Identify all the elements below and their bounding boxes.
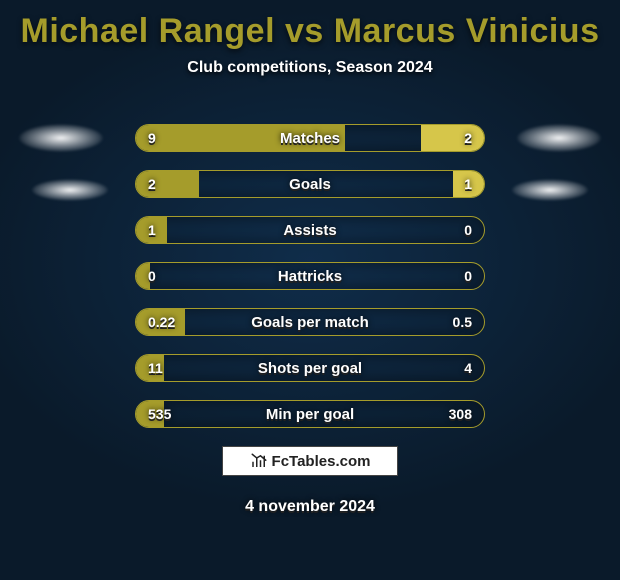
stat-row: Min per goal 535 308 bbox=[135, 400, 485, 428]
stat-label: Goals per match bbox=[251, 314, 369, 331]
stat-row: Hattricks 0 0 bbox=[135, 262, 485, 290]
stat-value-left: 2 bbox=[148, 176, 156, 192]
watermark-text: FcTables.com bbox=[272, 453, 371, 470]
stat-value-right: 2 bbox=[464, 130, 472, 146]
player-logo-shadow-right bbox=[500, 176, 600, 204]
stat-value-right: 1 bbox=[464, 176, 472, 192]
chart-icon bbox=[250, 452, 268, 470]
stat-bar-right bbox=[421, 125, 484, 151]
stat-label: Min per goal bbox=[266, 406, 354, 423]
stat-row: Shots per goal 11 4 bbox=[135, 354, 485, 382]
comparison-infographic: Michael Rangel vs Marcus Vinicius Club c… bbox=[0, 0, 620, 580]
stat-label: Matches bbox=[280, 130, 340, 147]
stat-value-right: 308 bbox=[449, 406, 472, 422]
stats-bars: Matches 9 2 Goals 2 1 Assists 1 0 Hattricks 0 0 Goal… bbox=[135, 124, 485, 428]
stat-bar-left bbox=[136, 171, 199, 197]
stat-row: Goals per match 0.22 0.5 bbox=[135, 308, 485, 336]
stat-value-left: 0.22 bbox=[148, 314, 175, 330]
stat-value-right: 0.5 bbox=[453, 314, 472, 330]
page-subtitle: Club competitions, Season 2024 bbox=[0, 59, 620, 77]
player-logo-right bbox=[504, 120, 614, 156]
stat-label: Hattricks bbox=[278, 268, 342, 285]
stat-label: Goals bbox=[289, 176, 331, 193]
stat-value-left: 535 bbox=[148, 406, 171, 422]
watermark: FcTables.com bbox=[222, 446, 398, 476]
stat-value-left: 1 bbox=[148, 222, 156, 238]
stat-label: Assists bbox=[283, 222, 336, 239]
stat-row: Matches 9 2 bbox=[135, 124, 485, 152]
stat-value-right: 0 bbox=[464, 268, 472, 284]
page-title: Michael Rangel vs Marcus Vinicius bbox=[0, 0, 620, 51]
stat-row: Assists 1 0 bbox=[135, 216, 485, 244]
stat-label: Shots per goal bbox=[258, 360, 362, 377]
date-label: 4 november 2024 bbox=[245, 498, 375, 516]
stat-value-right: 0 bbox=[464, 222, 472, 238]
player-logo-shadow-left bbox=[20, 176, 120, 204]
stat-value-right: 4 bbox=[464, 360, 472, 376]
stat-value-left: 9 bbox=[148, 130, 156, 146]
stat-value-left: 11 bbox=[148, 360, 163, 376]
player-logo-left bbox=[6, 120, 116, 156]
stat-value-left: 0 bbox=[148, 268, 156, 284]
stat-row: Goals 2 1 bbox=[135, 170, 485, 198]
